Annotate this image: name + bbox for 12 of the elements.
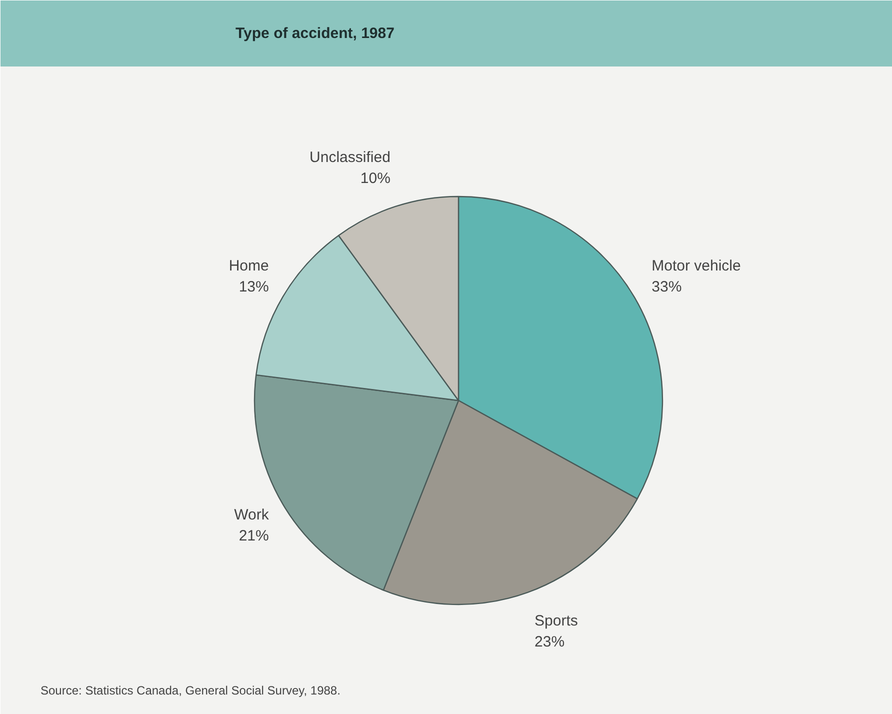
slice-label: Work <box>234 506 270 524</box>
slice-label: Home <box>228 257 269 274</box>
data-label: 10% <box>360 170 390 188</box>
chart-title: Type of accident, 1987 <box>236 25 394 42</box>
slice-label: Unclassified <box>310 149 390 166</box>
data-label: 33% <box>652 278 682 296</box>
slice-label: Motor vehicle <box>652 257 741 274</box>
data-label: 23% <box>534 633 565 650</box>
data-label: 13% <box>238 278 269 296</box>
slice-label: Sports <box>534 612 578 630</box>
source-note: Source: Statistics Canada, General Social Survey, 1988. <box>40 684 340 698</box>
data-label: 21% <box>238 528 269 545</box>
